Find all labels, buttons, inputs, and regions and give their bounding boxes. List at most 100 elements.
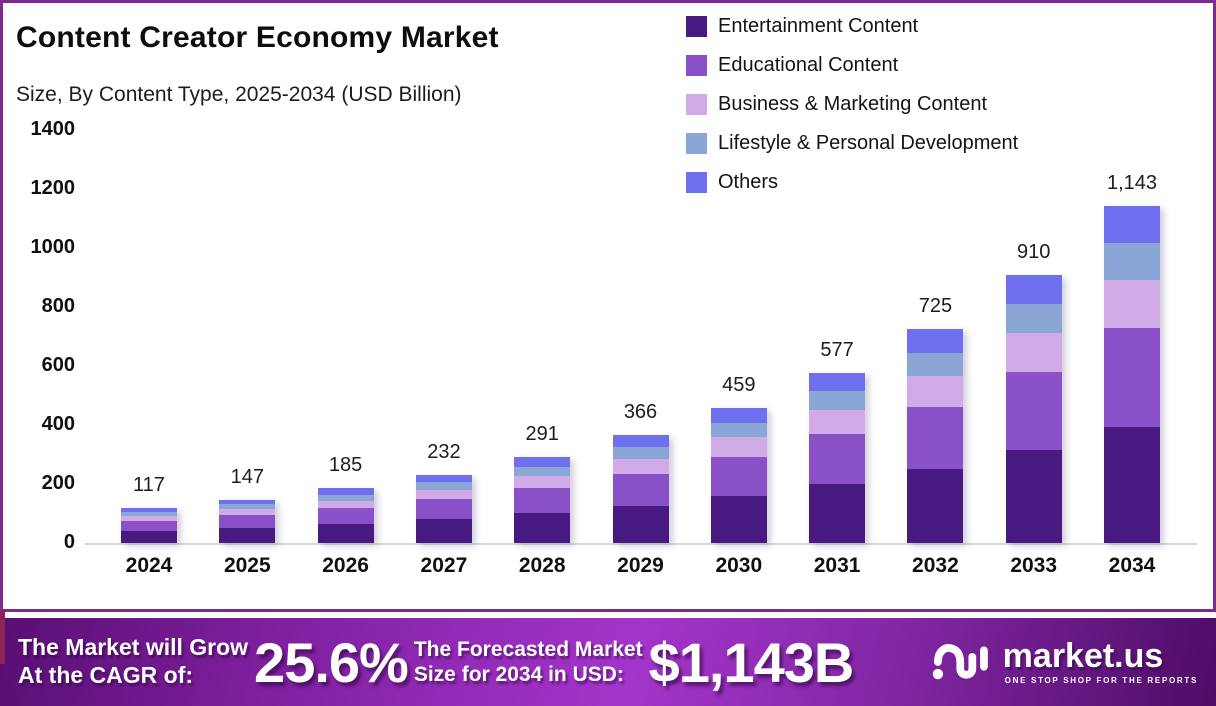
bar-total-label-2031: 577 bbox=[820, 338, 854, 361]
bar-total-label-2028: 291 bbox=[525, 423, 559, 446]
x-axis-tick-2034: 2034 bbox=[1108, 554, 1156, 577]
legend-swatch-icon bbox=[686, 132, 707, 154]
y-axis-tick-800: 800 bbox=[41, 295, 75, 317]
bar-segment-2032-business-marketing-content bbox=[907, 376, 964, 407]
stacked-bar-2033 bbox=[1005, 274, 1062, 543]
bar-segment-2030-lifestyle-personal-development bbox=[710, 422, 767, 438]
brand-tagline: ONE STOP SHOP FOR THE REPORTS bbox=[1004, 676, 1198, 685]
legend-label: Lifestyle & Personal Development bbox=[718, 131, 1019, 154]
bar-segment-2030-business-marketing-content bbox=[710, 437, 767, 457]
x-axis-tick-2033: 2033 bbox=[1010, 554, 1058, 577]
legend-item-2: Educational Content bbox=[686, 54, 1018, 76]
stacked-bar-2027 bbox=[415, 474, 472, 543]
bar-segment-2026-others bbox=[317, 488, 374, 495]
left-accent-strip bbox=[0, 610, 5, 664]
bar-segment-2028-entertainment-content bbox=[514, 513, 571, 543]
legend-label: Entertainment Content bbox=[718, 14, 919, 37]
bar-segment-2027-business-marketing-content bbox=[415, 489, 472, 500]
bar-segment-2034-business-marketing-content bbox=[1104, 279, 1160, 328]
footer-banner: The Market will Grow At the CAGR of: 25.… bbox=[0, 618, 1216, 706]
bar-total-label-2032: 725 bbox=[918, 295, 953, 318]
stacked-bar-2031 bbox=[809, 372, 866, 543]
legend-label: Others bbox=[718, 170, 779, 193]
bar-segment-2033-others bbox=[1005, 274, 1062, 305]
legend-swatch-icon bbox=[686, 93, 707, 115]
bar-total-label-2029: 366 bbox=[623, 401, 658, 424]
bar-total-label-2034: 1,143 bbox=[1106, 171, 1158, 194]
brand-logo: market.us ONE STOP SHOP FOR THE REPORTS bbox=[931, 637, 1198, 687]
bar-segment-2027-lifestyle-personal-development bbox=[415, 482, 472, 490]
y-axis-tick-1400: 1400 bbox=[30, 118, 76, 140]
forecast-label-line1: The Forecasted Market bbox=[413, 637, 643, 661]
bar-segment-2033-entertainment-content bbox=[1005, 450, 1062, 543]
bar-segment-2032-entertainment-content bbox=[907, 469, 964, 543]
stacked-bar-2028 bbox=[514, 457, 571, 543]
legend-label: Business & Marketing Content bbox=[718, 92, 988, 115]
stacked-bar-2025 bbox=[219, 499, 276, 543]
bar-segment-2027-others bbox=[415, 474, 472, 483]
bar-total-label-2027: 232 bbox=[427, 440, 461, 463]
bar-segment-2030-entertainment-content bbox=[710, 496, 767, 543]
chart-card: 1400 1200 1000 800 600 400 200 0 117 2024 147 2025 1… bbox=[0, 0, 1216, 612]
bar-segment-2024-others bbox=[121, 508, 177, 513]
x-axis-tick-2028: 2028 bbox=[518, 554, 566, 577]
cagr-label-line2: At the CAGR of: bbox=[18, 662, 194, 688]
bar-segment-2025-others bbox=[219, 499, 276, 505]
chart-legend: Entertainment Content Educational Content… bbox=[686, 15, 1018, 210]
legend-swatch-icon bbox=[686, 54, 707, 76]
chart-plot: 1400 1200 1000 800 600 400 200 0 117 2024 147 2025 1… bbox=[3, 3, 1213, 609]
bar-segment-2032-others bbox=[907, 329, 964, 353]
x-axis-line bbox=[85, 543, 1197, 545]
bar-segment-2032-educational-content bbox=[907, 406, 964, 470]
x-axis-tick-2030: 2030 bbox=[715, 554, 763, 577]
y-axis-tick-600: 600 bbox=[41, 354, 75, 376]
bar-total-label-2030: 459 bbox=[722, 373, 756, 396]
bar-segment-2031-educational-content bbox=[809, 434, 866, 485]
bar-segment-2031-entertainment-content bbox=[809, 484, 866, 543]
bar-segment-2028-others bbox=[514, 457, 571, 467]
forecast-label-line2: Size for 2034 in USD: bbox=[413, 663, 624, 686]
bar-segment-2033-business-marketing-content bbox=[1005, 333, 1062, 372]
forecast-label: The Forecasted Market Size for 2034 in U… bbox=[414, 637, 643, 687]
cagr-value: 25.6% bbox=[254, 630, 409, 694]
bar-segment-2026-lifestyle-personal-development bbox=[317, 494, 374, 501]
page-title: Content Creator Economy Market bbox=[16, 21, 499, 54]
x-axis-tick-2027: 2027 bbox=[420, 554, 468, 577]
brand-name: market.us bbox=[1002, 637, 1164, 675]
legend-swatch-icon bbox=[686, 15, 707, 37]
legend-swatch-icon bbox=[686, 171, 707, 193]
bar-segment-2026-educational-content bbox=[317, 508, 374, 525]
bar-segment-2033-educational-content bbox=[1005, 371, 1062, 451]
stacked-bar-2024 bbox=[121, 508, 177, 543]
stacked-bar-2032 bbox=[907, 329, 964, 543]
bar-segment-2025-lifestyle-personal-development bbox=[219, 504, 276, 510]
stacked-bar-2034 bbox=[1104, 205, 1160, 543]
bar-segment-2024-lifestyle-personal-development bbox=[121, 512, 177, 517]
chart-subtitle: Size, By Content Type, 2025-2034 (USD Bi… bbox=[16, 83, 462, 106]
legend-label: Educational Content bbox=[718, 53, 899, 76]
bar-segment-2024-business-marketing-content bbox=[121, 516, 177, 522]
legend-item-1: Entertainment Content bbox=[686, 15, 1018, 37]
bar-segment-2026-entertainment-content bbox=[317, 524, 374, 543]
bar-segment-2030-educational-content bbox=[710, 456, 767, 497]
bar-segment-2026-business-marketing-content bbox=[317, 500, 374, 509]
y-axis-tick-0: 0 bbox=[63, 531, 75, 553]
bar-segment-2032-lifestyle-personal-development bbox=[907, 352, 964, 377]
bar-segment-2028-educational-content bbox=[514, 488, 571, 514]
x-axis-tick-2026: 2026 bbox=[322, 554, 369, 577]
bar-segment-2033-lifestyle-personal-development bbox=[1005, 304, 1062, 334]
bar-segment-2034-educational-content bbox=[1104, 327, 1160, 427]
marketus-logo-icon bbox=[932, 644, 988, 680]
bar-segment-2029-educational-content bbox=[612, 474, 669, 506]
bar-segment-2029-others bbox=[612, 435, 669, 448]
forecast-value: $1,143B bbox=[648, 630, 855, 694]
bar-segment-2028-business-marketing-content bbox=[514, 476, 571, 489]
bar-segment-2024-entertainment-content bbox=[121, 531, 177, 543]
bar-segment-2034-others bbox=[1104, 205, 1160, 243]
bar-segment-2029-entertainment-content bbox=[612, 505, 669, 543]
x-axis-tick-2025: 2025 bbox=[223, 554, 271, 577]
bar-total-label-2024: 117 bbox=[133, 474, 165, 497]
bar-segment-2030-others bbox=[710, 407, 767, 423]
bar-segment-2031-lifestyle-personal-development bbox=[809, 391, 866, 410]
